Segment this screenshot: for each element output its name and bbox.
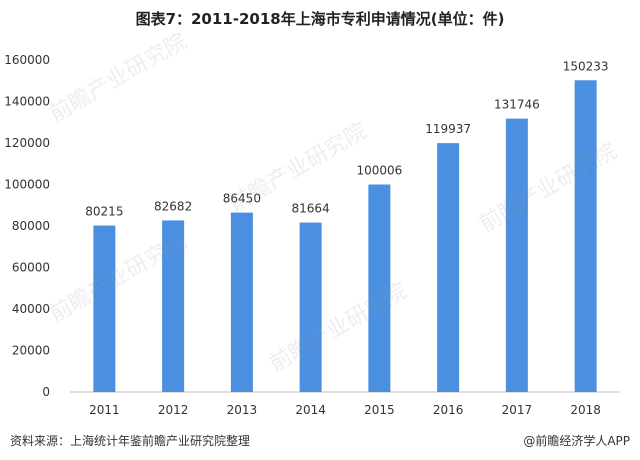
data-label: 80215 xyxy=(85,205,123,219)
bar xyxy=(574,80,597,392)
y-tick-label: 120000 xyxy=(4,136,50,150)
x-tick-label: 2016 xyxy=(433,403,464,417)
x-tick-label: 2011 xyxy=(89,403,120,417)
data-label: 150233 xyxy=(563,59,609,73)
credit-note: @前瞻经济学人APP xyxy=(523,434,630,448)
data-label: 119937 xyxy=(425,122,471,136)
x-tick-label: 2015 xyxy=(364,403,395,417)
bar xyxy=(93,225,116,392)
x-tick-label: 2017 xyxy=(502,403,533,417)
bar xyxy=(162,220,185,392)
x-tick-label: 2018 xyxy=(570,403,601,417)
y-tick-label: 40000 xyxy=(12,302,50,316)
bar xyxy=(505,118,528,393)
y-tick-label: 0 xyxy=(42,385,50,399)
y-tick-label: 80000 xyxy=(12,219,50,233)
data-label: 81664 xyxy=(292,202,330,216)
y-tick-label: 140000 xyxy=(4,95,50,109)
data-label: 82682 xyxy=(154,199,192,213)
x-tick-label: 2012 xyxy=(158,403,189,417)
y-tick-label: 60000 xyxy=(12,261,50,275)
bar xyxy=(299,222,322,392)
y-tick-label: 100000 xyxy=(4,178,50,192)
bar xyxy=(437,143,460,392)
source-note: 资料来源：上海统计年鉴前瞻产业研究院整理 xyxy=(10,434,251,448)
data-label: 131746 xyxy=(494,98,540,112)
y-tick-label: 160000 xyxy=(4,53,50,67)
bar xyxy=(368,184,391,392)
chart-title: 图表7：2011-2018年上海市专利申请情况(单位：件) xyxy=(135,10,505,28)
data-label: 100006 xyxy=(356,163,402,177)
x-tick-label: 2013 xyxy=(227,403,258,417)
data-label: 86450 xyxy=(223,192,261,206)
x-tick-label: 2014 xyxy=(295,403,326,417)
y-tick-label: 20000 xyxy=(12,344,50,358)
bar xyxy=(230,212,253,392)
